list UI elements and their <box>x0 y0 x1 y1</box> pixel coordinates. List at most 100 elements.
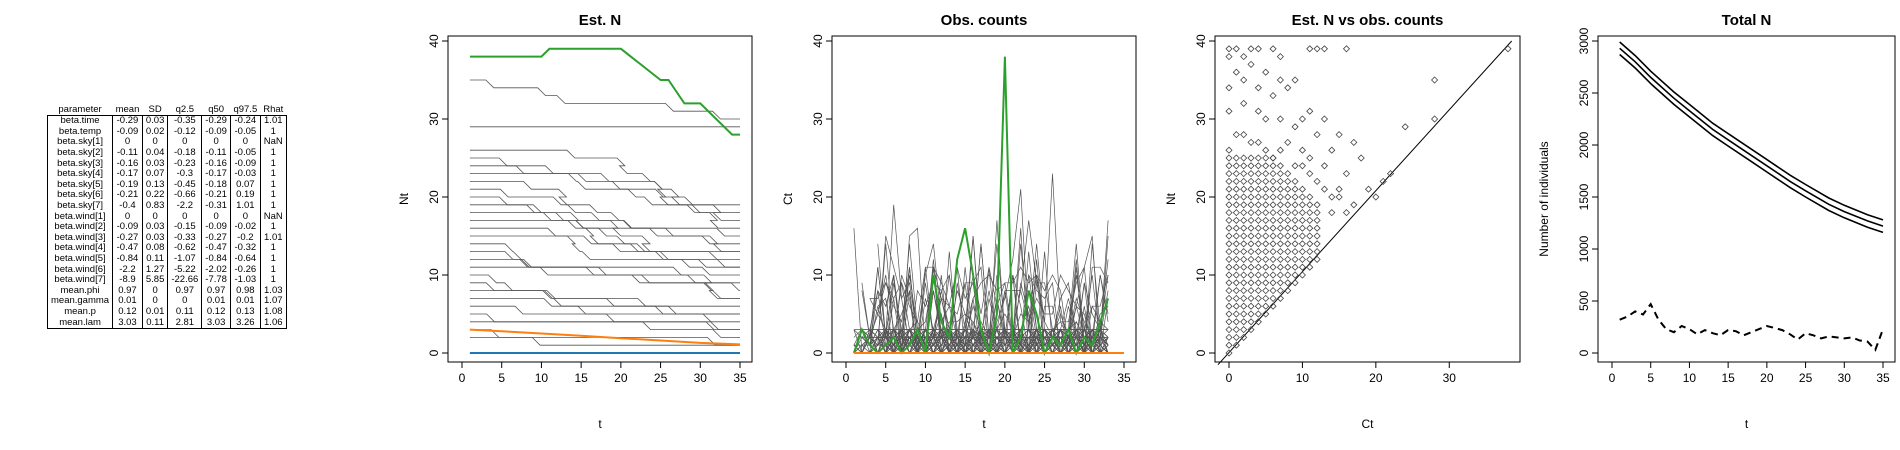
scatter-point <box>1298 255 1306 263</box>
scatter-point <box>1247 310 1255 318</box>
x-tick-label: 25 <box>654 371 668 385</box>
y-tick-label: 3000 <box>1577 27 1591 54</box>
value-cell: 2.81 <box>167 317 202 329</box>
parameter-name-cell: beta.temp <box>46 127 113 138</box>
scatter-point <box>1269 92 1277 100</box>
scatter-point <box>1247 216 1255 224</box>
scatter-point <box>1313 209 1321 217</box>
x-tick-label: 15 <box>1721 371 1735 385</box>
value-cell: -0.3 <box>167 169 202 180</box>
table-row: mean.gamma 0.01 0 0 0.01 0.01 1.07 <box>46 296 287 307</box>
scatter-point <box>1364 185 1373 193</box>
value-cell: -0.09 <box>201 127 231 138</box>
value-cell: 0 <box>201 211 231 222</box>
value-cell: -0.17 <box>112 169 143 180</box>
scatter-point <box>1254 170 1262 178</box>
value-cell: 1.08 <box>259 307 287 318</box>
value-cell: 1 <box>259 275 287 286</box>
scatter-point <box>1225 177 1233 185</box>
scatter-point <box>1240 170 1248 178</box>
scatter-point <box>1298 232 1306 240</box>
scatter-point <box>1232 177 1240 185</box>
value-cell: 0.07 <box>141 169 168 180</box>
scatter-point <box>1225 45 1233 53</box>
trajectory-line <box>469 259 740 299</box>
obs-counts-panel: Obs. counts t Ct 0 5 10 15 20 25 30 35 0 10 20 30 40 <box>781 12 1137 431</box>
scatter-point <box>1284 255 1292 263</box>
trajectory-line <box>469 337 740 346</box>
y-tick-label: 40 <box>811 34 825 48</box>
value-cell: -0.29 <box>112 114 143 127</box>
scatter-point <box>1298 216 1306 224</box>
scatter-point <box>1262 216 1270 224</box>
plot-frame <box>447 35 753 363</box>
x-tick-label: 35 <box>1117 371 1131 385</box>
table-row: beta.temp -0.09 0.02 -0.12 -0.09 -0.05 1 <box>46 127 287 138</box>
chart-title: Obs. counts <box>941 12 1028 29</box>
value-cell: -0.33 <box>167 233 202 244</box>
scatter-point <box>1269 177 1277 185</box>
table-row: beta.wind[4] -0.47 0.08 -0.62 -0.47 -0.32 1 <box>46 243 287 254</box>
parameter-name-cell: beta.sky[7] <box>46 201 113 212</box>
scatter-point <box>1386 170 1395 178</box>
value-cell: NaN <box>259 211 287 222</box>
scatter-point <box>1291 185 1299 193</box>
scatter-point <box>1284 287 1292 295</box>
scatter-point <box>1291 232 1299 240</box>
value-cell: -0.17 <box>201 169 231 180</box>
table-row: beta.sky[1] 0 0 0 0 0 NaN <box>46 137 287 148</box>
value-cell: 0.04 <box>141 148 168 159</box>
scatter-point <box>1284 209 1292 217</box>
parameter-name-cell: beta.wind[7] <box>46 275 113 286</box>
value-cell: -2.02 <box>201 264 231 275</box>
scatter-point <box>1240 240 1248 248</box>
scatter-point <box>1254 302 1262 310</box>
scatter-point <box>1232 263 1240 271</box>
scatter-point <box>1232 162 1240 170</box>
scatter-point <box>1247 326 1255 334</box>
value-cell: 0.03 <box>141 158 168 169</box>
scatter-point <box>1247 209 1255 217</box>
scatter-point <box>1262 287 1270 295</box>
value-cell: 0.01 <box>201 296 231 307</box>
value-cell: -0.26 <box>229 264 261 275</box>
scatter-point <box>1431 115 1439 123</box>
value-cell: 1 <box>259 158 287 169</box>
scatter-point <box>1284 177 1292 185</box>
scatter-point <box>1262 201 1270 209</box>
parameter-name-cell: beta.wind[4] <box>46 243 113 254</box>
scatter-point <box>1306 170 1314 178</box>
scatter-point <box>1247 138 1255 146</box>
value-cell: -0.4 <box>112 201 143 212</box>
scatter-point <box>1276 115 1284 123</box>
scatter-point <box>1291 279 1299 287</box>
scatter-point <box>1232 68 1240 76</box>
scatter-point <box>1247 177 1255 185</box>
value-cell: -0.84 <box>201 254 231 265</box>
scatter-point <box>1291 177 1299 185</box>
scatter-point <box>1262 271 1270 279</box>
scatter-point <box>1254 45 1262 53</box>
parameter-name-cell: beta.sky[6] <box>46 190 113 201</box>
value-cell: -0.05 <box>229 127 261 138</box>
scatter-point <box>1379 177 1387 185</box>
scatter-point <box>1284 224 1292 232</box>
value-cell: 0.98 <box>229 285 261 297</box>
scatter-point <box>1240 232 1248 240</box>
scatter-point <box>1240 201 1248 209</box>
trajectory-line <box>469 235 740 276</box>
scatter-point <box>1335 193 1343 201</box>
scatter-point <box>1504 45 1512 53</box>
x-tick-label: 25 <box>1799 371 1813 385</box>
scatter-point <box>1240 193 1248 201</box>
scatter-point <box>1262 294 1270 302</box>
scatter-point <box>1276 177 1284 185</box>
scatter-point <box>1254 162 1262 170</box>
scatter-point <box>1232 279 1240 287</box>
value-cell: 0 <box>167 137 202 148</box>
value-cell: 0.13 <box>229 307 261 318</box>
value-cell: -0.2 <box>229 233 261 244</box>
scatter-point <box>1240 53 1248 61</box>
scatter-point <box>1247 271 1255 279</box>
table-header-row: parameter mean SD q2.5 q50 q97.5 Rhat <box>48 104 287 116</box>
